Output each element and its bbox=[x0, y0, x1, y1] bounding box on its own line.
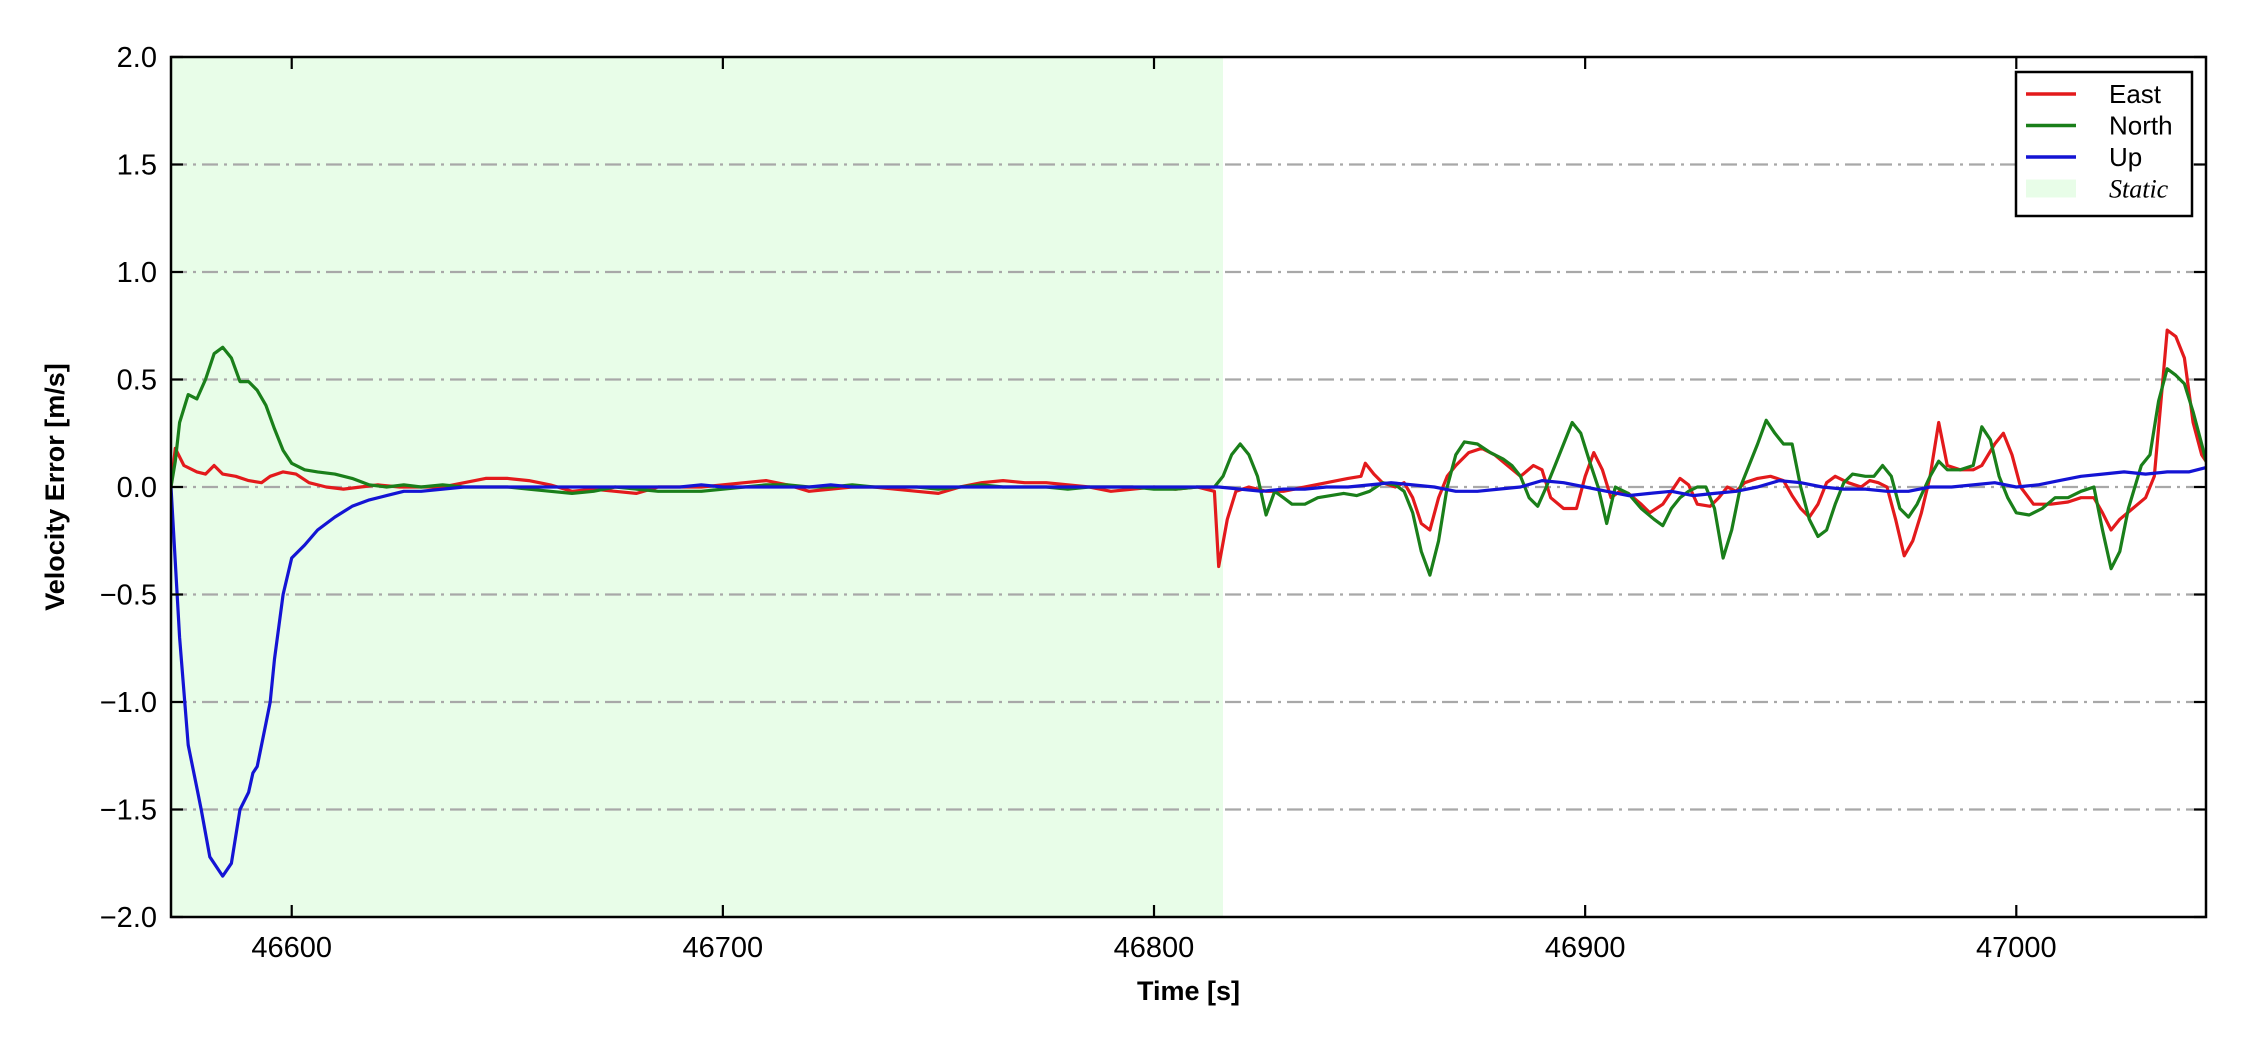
x-tick-label: 46700 bbox=[683, 932, 764, 964]
x-tick-label: 46600 bbox=[251, 932, 332, 964]
y-tick-label: −1.5 bbox=[100, 795, 157, 827]
x-tick-label: 47000 bbox=[1976, 932, 2057, 964]
y-tick-label: 1.0 bbox=[117, 257, 157, 289]
legend-swatch-static bbox=[2026, 179, 2076, 198]
y-tick-label: 0.5 bbox=[117, 365, 157, 397]
y-tick-label: −1.0 bbox=[100, 687, 157, 719]
x-tick-label: 46900 bbox=[1545, 932, 1626, 964]
y-tick-label: −0.5 bbox=[100, 580, 157, 612]
y-tick-label: 1.5 bbox=[117, 150, 157, 182]
legend-label-static: Static bbox=[2109, 175, 2169, 204]
y-axis-title: Velocity Error [m/s] bbox=[40, 363, 70, 611]
legend-label-up: Up bbox=[2109, 142, 2142, 172]
x-axis-title: Time [s] bbox=[1137, 976, 1240, 1006]
x-tick-label: 46800 bbox=[1114, 932, 1195, 964]
series-line-up bbox=[171, 466, 2206, 878]
y-tick-label: 2.0 bbox=[117, 42, 157, 74]
y-tick-label: −2.0 bbox=[100, 902, 157, 934]
legend-label-east: East bbox=[2109, 79, 2162, 109]
y-tick-label: 0.0 bbox=[117, 472, 157, 504]
legend-label-north: North bbox=[2109, 111, 2173, 141]
